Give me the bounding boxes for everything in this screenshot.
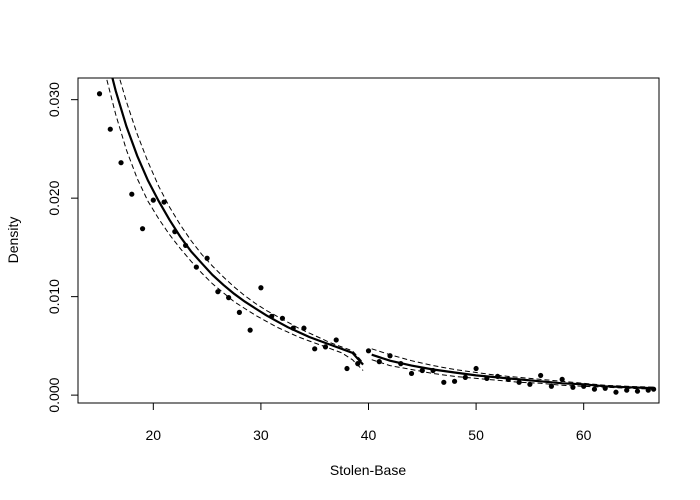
data-point (591, 386, 598, 392)
data-point (419, 367, 425, 374)
confidence-band-line (118, 78, 364, 363)
data-point (495, 373, 501, 380)
y-tick-label: 0.020 (46, 180, 62, 215)
confidence-band-line (371, 359, 654, 390)
data-point (570, 384, 576, 390)
data-point (312, 346, 318, 352)
data-point (505, 376, 511, 382)
data-point (408, 370, 415, 377)
y-axis-title: Density (5, 217, 21, 264)
data-point (387, 353, 393, 359)
data-point (172, 229, 178, 235)
data-point (129, 191, 135, 197)
data-point (139, 226, 146, 232)
data-point (215, 289, 221, 295)
data-point (398, 361, 404, 367)
data-point (634, 388, 641, 394)
data-point (258, 285, 264, 291)
data-point (333, 337, 339, 343)
data-point (624, 387, 630, 393)
data-point (441, 379, 447, 385)
data-point (430, 367, 436, 374)
data-point (451, 378, 458, 384)
fitted-lines (105, 78, 654, 390)
data-point (193, 264, 199, 270)
data-point (161, 199, 167, 205)
data-point (376, 359, 382, 365)
x-tick-label: 60 (576, 427, 592, 443)
data-point (581, 383, 587, 389)
data-point (290, 325, 296, 331)
data-point (538, 372, 544, 379)
x-tick-label: 50 (468, 427, 484, 443)
data-point (269, 313, 275, 319)
data-point (651, 386, 657, 392)
fitted-line (111, 78, 364, 366)
data-point (96, 91, 103, 97)
data-point (559, 376, 565, 382)
data-point (365, 348, 372, 354)
x-tick-label: 20 (146, 427, 162, 443)
data-point (548, 383, 555, 389)
x-tick-label: 40 (361, 427, 377, 443)
data-point (118, 160, 124, 166)
data-point (516, 379, 522, 385)
x-axis-title: Stolen-Base (330, 462, 406, 478)
data-point (301, 325, 307, 331)
data-point (355, 361, 361, 367)
data-point (236, 309, 242, 315)
data-point (462, 374, 468, 380)
data-point (322, 344, 329, 350)
data-point (226, 295, 232, 301)
data-point (204, 255, 210, 261)
data-point (613, 389, 619, 395)
data-point (473, 365, 479, 372)
x-tick-label: 30 (253, 427, 269, 443)
fitted-line (371, 353, 654, 390)
plot-frame (77, 77, 660, 404)
y-tick-label: 0.000 (46, 377, 62, 412)
data-points (96, 91, 657, 395)
data-point (279, 315, 286, 321)
data-point (527, 381, 533, 387)
data-point (344, 365, 350, 372)
data-point (247, 327, 253, 333)
y-tick-label: 0.030 (46, 82, 62, 117)
data-point (484, 375, 490, 381)
data-point (602, 385, 608, 391)
x-axis: 20 30 40 50 60 (146, 402, 592, 443)
confidence-band-line (371, 348, 654, 388)
y-axis: 0.000 0.010 0.020 0.030 (46, 82, 79, 413)
data-point (107, 126, 113, 132)
confidence-band-line (105, 78, 364, 371)
data-point (150, 197, 156, 203)
y-tick-label: 0.010 (46, 279, 62, 314)
data-point (182, 242, 189, 249)
data-point (645, 387, 651, 393)
